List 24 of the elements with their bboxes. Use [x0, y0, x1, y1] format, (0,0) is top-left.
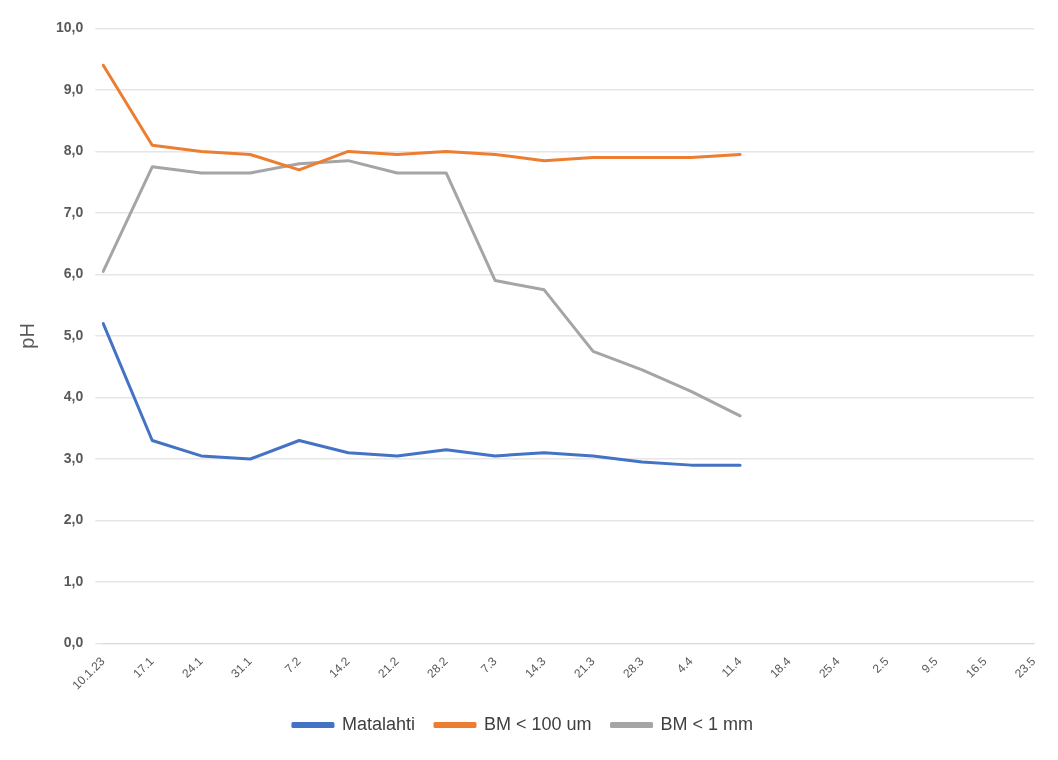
x-tick-label: 31.1 [228, 653, 255, 681]
y-tick-label: 10,0 [56, 19, 84, 36]
x-tick-label: 9.5 [918, 653, 941, 676]
x-tick-label: 24.1 [179, 653, 206, 681]
legend-label: BM < 100 um [483, 713, 592, 734]
x-tick-label: 7.2 [281, 653, 304, 676]
y-tick-label: 1,0 [63, 572, 84, 589]
y-tick-label: 4,0 [63, 388, 84, 405]
y-tick-label: 5,0 [63, 326, 84, 343]
y-tick-label: 2,0 [63, 511, 84, 528]
y-tick-label: 8,0 [63, 142, 84, 159]
legend-label: BM < 1 mm [660, 713, 754, 734]
x-tick-label: 17.1 [130, 653, 157, 681]
x-tick-label: 2.5 [869, 653, 892, 676]
y-tick-label: 6,0 [63, 265, 84, 282]
y-tick-label: 7,0 [63, 203, 84, 220]
y-tick-label: 0,0 [63, 634, 84, 651]
y-tick-label: 3,0 [63, 449, 84, 466]
y-axis-title: pH [15, 323, 38, 349]
legend-label: Matalahti [341, 713, 415, 734]
x-tick-label: 7.3 [477, 653, 500, 676]
y-tick-label: 9,0 [63, 80, 84, 97]
x-tick-label: 11.4 [718, 653, 745, 680]
x-tick-label: 4.4 [673, 653, 696, 676]
